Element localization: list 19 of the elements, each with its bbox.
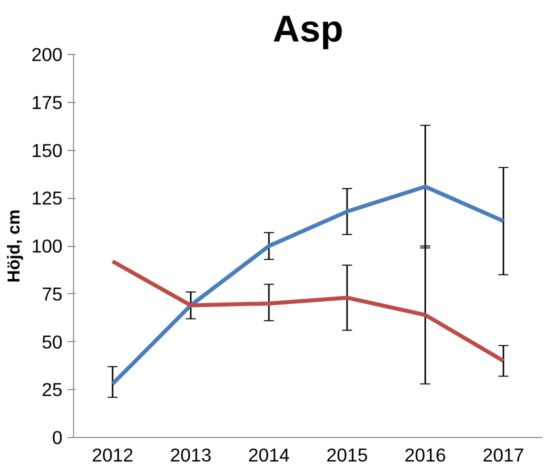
y-tick-label: 175 xyxy=(31,92,63,113)
y-tick-label: 0 xyxy=(52,427,63,448)
y-tick-label: 100 xyxy=(31,236,63,256)
x-tick-label: 2016 xyxy=(404,444,446,464)
y-tick-label: 50 xyxy=(42,331,63,352)
y-axis-title: Höjd, cm xyxy=(3,209,24,283)
x-tick-label: 2017 xyxy=(482,444,524,464)
y-tick-label: 125 xyxy=(31,188,63,209)
y-tick-label: 200 xyxy=(31,44,63,65)
y-tick-label: 25 xyxy=(42,379,63,400)
x-tick-label: 2013 xyxy=(170,444,212,464)
y-tick-label: 75 xyxy=(42,283,63,304)
x-tick-label: 2014 xyxy=(248,444,290,464)
x-tick-label: 2015 xyxy=(326,444,368,464)
x-tick-label: 2012 xyxy=(92,444,134,464)
line-series xyxy=(110,259,506,363)
chart-title: Asp xyxy=(272,8,344,50)
y-tick-label: 150 xyxy=(31,140,63,161)
line-series xyxy=(110,184,506,386)
